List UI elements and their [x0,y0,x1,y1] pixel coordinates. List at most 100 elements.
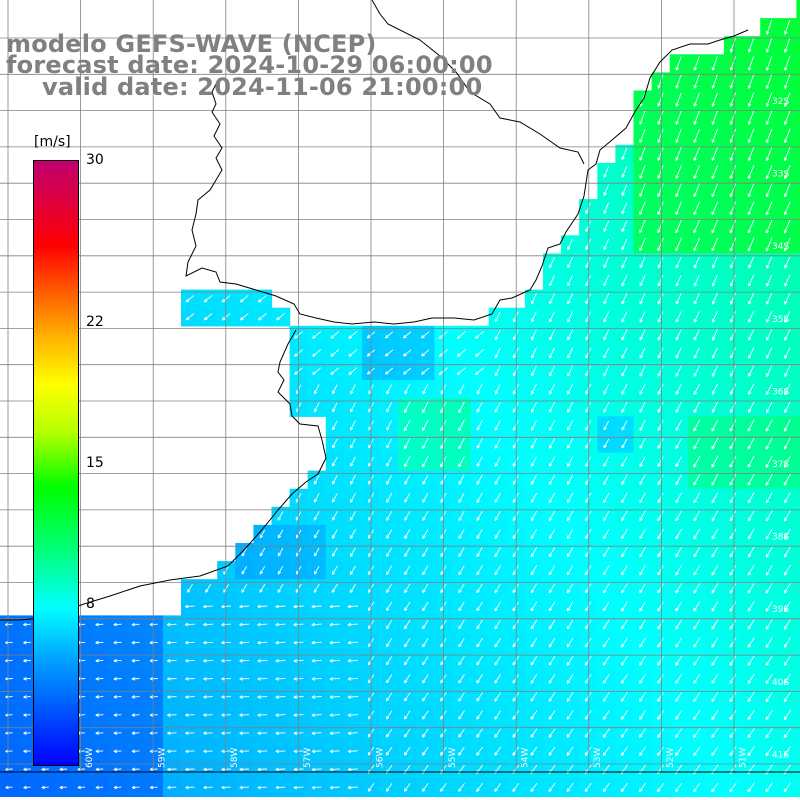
wind-arrow [257,659,268,663]
wind-arrow [386,438,392,449]
wind-arrow [675,329,682,341]
wind-arrow [549,257,555,269]
wind-arrow [403,367,412,375]
wind-arrow [494,402,501,413]
wind-arrow [149,677,158,681]
wind-arrow [548,474,556,485]
wind-arrow [221,695,231,699]
wind-arrow [675,510,682,522]
wind-arrow [494,492,501,503]
wind-arrow [548,692,556,702]
wind-arrow [275,640,286,645]
wind-arrow [675,183,682,198]
wind-arrow [729,546,737,558]
wind-arrow [765,528,773,540]
wind-arrow [783,201,791,216]
wind-arrow [385,674,393,684]
wind-arrow [474,330,485,339]
wind-arrow [530,601,538,612]
wind-arrow [476,565,483,576]
wind-arrow [567,420,574,431]
wind-speed-cell [796,307,800,327]
wind-arrow [422,674,429,684]
wind-arrow [693,383,700,395]
wind-arrow [585,256,592,269]
wind-arrow [675,201,682,216]
wind-arrow [185,295,195,303]
wind-speed-cell [796,18,800,37]
wind-arrow [784,292,791,305]
wind-arrow [784,56,791,71]
wind-arrow [603,238,610,251]
wind-arrow [476,692,483,702]
wind-arrow [783,183,791,198]
wind-speed-cell [796,579,800,598]
wind-arrow [693,365,700,377]
wind-arrow [494,420,501,431]
wind-arrow [711,274,718,287]
wind-arrow [422,401,429,414]
wind-arrow [566,637,574,648]
wind-arrow [259,565,266,575]
wind-arrow [330,331,340,339]
wind-arrow [548,528,556,540]
wind-arrow [494,365,501,377]
latitude-label: 33S [772,170,789,180]
wind-arrow [693,691,701,702]
wind-arrow [621,601,628,612]
wind-arrow [239,713,250,717]
wind-arrow [149,622,158,627]
wind-arrow [458,692,465,702]
wind-arrow [350,420,356,431]
wind-arrow [548,619,556,630]
wind-arrow [277,583,284,593]
wind-arrow [331,420,338,431]
wind-arrow [476,637,483,648]
wind-arrow [585,275,592,287]
wind-arrow [675,583,683,594]
wind-arrow [621,528,628,540]
wind-arrow [621,401,628,413]
wind-arrow [711,619,719,630]
wind-arrow [422,583,429,594]
wind-arrow [729,419,737,432]
wind-arrow [639,438,646,449]
wind-arrow [422,384,429,395]
latitude-label: 39S [772,605,789,615]
wind-arrow [766,365,773,377]
wind-arrow [639,110,646,125]
wind-arrow [311,659,322,663]
wind-arrow [548,674,556,684]
wind-arrow [657,510,664,522]
wind-arrow [766,311,773,323]
wind-arrow [313,547,320,557]
wind-arrow [494,656,501,666]
wind-arrow [113,658,122,663]
wind-arrow [23,640,31,645]
wind-arrow [675,383,682,395]
wind-arrow [639,256,646,269]
wind-arrow [765,110,773,125]
wind-arrow [639,293,646,305]
wind-arrow [675,419,682,431]
map-title-valid-date: valid date: 2024-11-06 21:00:00 [42,73,483,101]
wind-arrow [783,619,791,630]
wind-arrow [639,474,646,485]
wind-arrow [747,655,755,666]
wind-arrow [621,619,628,630]
wind-arrow [385,656,393,666]
wind-arrow [639,275,646,287]
wind-speed-cell [796,724,800,743]
wind-arrow [621,184,628,196]
wind-arrow [113,713,122,717]
wind-arrow [239,677,250,681]
wind-arrow [347,659,358,663]
wind-arrow [621,311,628,323]
wind-arrow [386,565,393,575]
wind-arrow [729,601,737,612]
wind-arrow [783,601,791,612]
wind-arrow [693,219,701,234]
wind-arrow [549,365,556,377]
wind-arrow [257,640,268,645]
wind-arrow [349,565,356,575]
